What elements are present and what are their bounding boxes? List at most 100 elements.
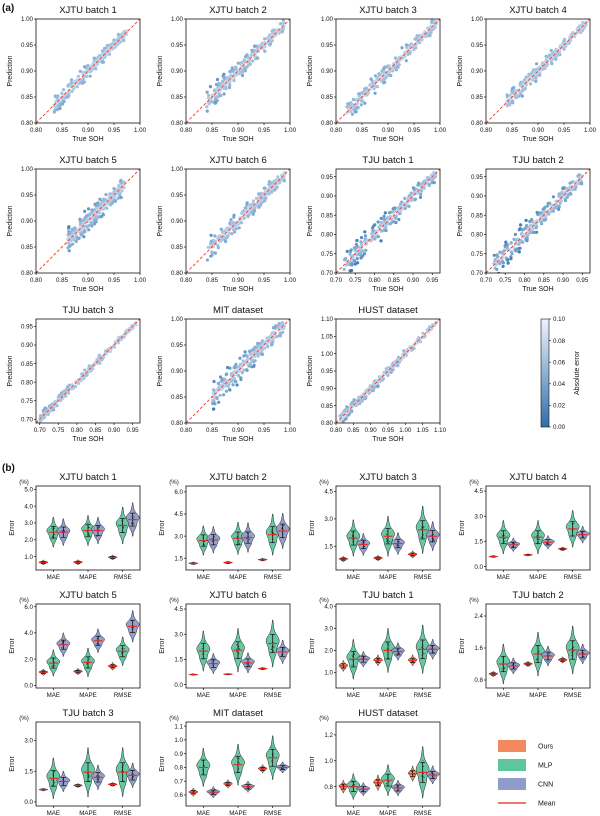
scatter-point [222,75,226,79]
violin-point [573,646,575,648]
y-axis-label: Prediction [7,55,14,86]
scatter-point [506,243,510,247]
scatter-point [205,109,209,113]
y-tick-label: 4.5 [474,488,483,495]
violin-bodies [488,510,590,558]
y-tick-label: 2.4 [474,613,483,620]
subplot-title: TJU batch 1 [362,155,413,166]
scatter-point [559,193,563,197]
scatter-point [94,67,98,71]
scatter-point [119,181,123,185]
subplot-title: TJU batch 2 [512,590,563,601]
violin-point [270,529,272,531]
scatter-point [511,99,515,103]
plot-frame [335,603,441,689]
scatter-point [231,227,235,232]
violin-point [283,648,285,650]
violin-point [131,627,133,629]
x-tick-label: 0.75 [499,277,512,284]
violin-point [238,542,240,544]
scatter-point [543,64,547,68]
scatter-point [563,37,567,41]
scatter-point [421,331,425,335]
scatter-point [355,257,359,261]
scatter-point [261,345,265,349]
scatter-point [215,77,220,82]
violin-point [51,665,53,667]
x-tick-label: MAE [497,574,510,581]
scatter-point [210,253,214,257]
scatter-point [223,235,227,239]
scatter-point [242,362,246,366]
x-tick-label: 0.80 [30,277,43,284]
y-tick-label: 0.95 [321,368,334,375]
y-axis-label: Error [459,520,466,536]
violin-point [504,668,506,670]
scatter-point [38,419,43,423]
scatter-point [117,35,121,39]
x-tick-label: 1.00 [584,127,597,134]
x-tick-label: RMSE [114,574,132,581]
scatter-point [505,95,509,99]
scatter-point [501,264,505,268]
scatter-point [260,348,265,352]
violin-point [423,776,425,778]
violin-point [212,658,214,660]
y-tick-label: 0.85 [321,403,334,410]
scatter-point [550,51,555,55]
scatter-point [398,208,402,212]
y-tick-label: 0.75 [21,398,34,405]
scatter-point [357,94,361,98]
violin-point [51,779,53,781]
violin-point [86,663,88,665]
scatter-point [76,230,80,234]
violin-point [386,642,388,644]
scatter-point [263,37,267,41]
scatter-point [217,382,221,386]
scatter-point [494,263,498,267]
violin-point [421,536,423,538]
scatter-point [506,258,510,262]
violin-point [361,542,363,544]
violin-point [272,650,275,652]
violin-subplot: XJTU batch 4 (%) MAE MAPE RMSE 0.0 1.5 3.0 4.5 Er… [459,472,591,581]
scatter-point [415,340,419,345]
scatter-point [349,248,353,252]
scatter-point [555,52,559,57]
violin-point [96,778,98,780]
scatter-point [341,419,345,423]
scatter-point [344,256,348,261]
y-tick-label: 1.00 [21,166,34,173]
scatter-point [278,22,282,26]
y-tick-label: 0.90 [21,68,34,75]
subplot-title: MIT dataset [213,305,263,316]
scatter-point [535,210,539,215]
scatter-point [234,362,238,366]
scatter-point [350,102,354,106]
scatter-point [394,68,398,72]
scatter-point [517,242,521,246]
y-tick-label: 0.90 [171,368,184,375]
y-tick-label: 1.05 [321,334,334,341]
scatter-point [70,89,74,93]
scatter-point [363,101,367,105]
scatter-point [541,211,545,215]
scatter-point [363,234,368,238]
scatter-point [392,220,396,224]
scatter-subplot: TJU batch 1 0.70 0.75 0.80 0.85 0.90 0.95 0.70 0… [307,155,441,293]
scatter-point [68,84,72,88]
y-tick-label: 0.90 [471,193,484,200]
scatter-point [211,100,215,104]
x-tick-label: 0.95 [127,427,140,434]
scatter-point [360,241,364,246]
scatter-point [410,197,414,201]
scatter-point [55,404,59,408]
violin-point [571,652,573,654]
scatter-point [122,186,126,190]
scatter-point [419,192,423,197]
y-axis-label: Prediction [457,55,464,86]
violin-point [351,538,353,540]
scatter-point [541,215,545,219]
x-tick-label: MAPE [229,810,247,816]
